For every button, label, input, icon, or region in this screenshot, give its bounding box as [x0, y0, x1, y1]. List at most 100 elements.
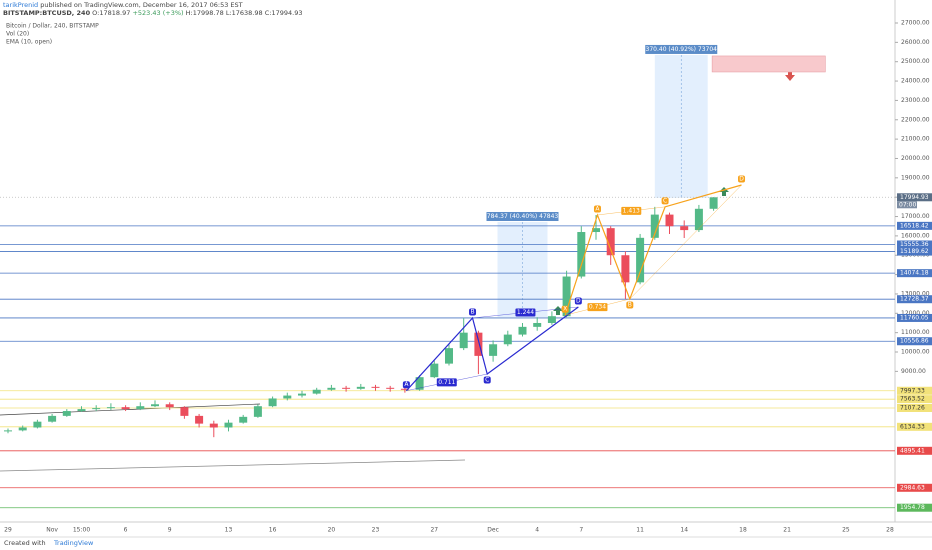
level-label: 7563.52 — [900, 396, 925, 403]
level-label-bg — [897, 446, 932, 455]
candle-body — [386, 387, 395, 389]
pattern-point-bg — [593, 205, 601, 213]
indicator: Vol (20) — [6, 31, 29, 38]
level-label-bg — [897, 295, 932, 304]
candle-body — [312, 389, 321, 394]
x-tick-label: Nov — [46, 527, 58, 534]
ohlc-low: L:17638.98 — [226, 9, 263, 17]
level-label-bg — [897, 395, 932, 404]
header-line: tarikPrenid published on TradingView.com… — [3, 1, 243, 9]
level-label: 6134.33 — [900, 423, 925, 430]
candle-body — [239, 416, 248, 423]
candle-body — [606, 228, 615, 256]
candle-body — [503, 334, 512, 345]
candle-body — [180, 407, 189, 416]
level-label-bg — [897, 503, 932, 512]
candle-body — [165, 404, 174, 408]
x-tick-label: 13 — [225, 527, 233, 534]
candle-body — [415, 377, 424, 390]
candle-body — [636, 237, 645, 283]
y-tick-label: 23000.00 — [901, 97, 930, 104]
zone — [711, 55, 826, 73]
level-label-bg — [897, 483, 932, 492]
pattern-link — [629, 184, 742, 300]
footer-brand: TradingView — [53, 539, 94, 547]
measure-label: 7370.40 (40.92%) 737040 — [642, 46, 721, 53]
candle-body — [445, 348, 453, 364]
x-tick-label: Dec — [487, 527, 499, 534]
ratio-label: 0.734 — [589, 304, 606, 311]
candle-body — [195, 415, 204, 424]
pattern-point-label: C — [663, 197, 667, 204]
y-tick-label: 12000.00 — [901, 310, 930, 317]
ratio-label: 1.413 — [623, 207, 640, 214]
y-tick-label: 21000.00 — [901, 136, 930, 143]
level-label: 10556.86 — [900, 338, 929, 345]
pattern-point-bg — [661, 197, 669, 205]
measure-label-bg — [486, 211, 559, 221]
symbol-line: BITSTAMP:BTCUSD, 240 O:17818.97 +523.43 … — [3, 9, 302, 17]
measure-label-bg — [645, 44, 718, 54]
candle-body — [283, 395, 292, 399]
candle-body — [650, 214, 659, 238]
y-tick-label: 16000.00 — [901, 232, 930, 239]
candle-body — [547, 316, 556, 323]
y-tick-label: 10000.00 — [901, 349, 930, 356]
level-label: 11760.05 — [900, 314, 929, 321]
level-label-bg — [897, 422, 932, 431]
pattern-point-bg — [561, 305, 569, 313]
level-label: 4895.41 — [900, 447, 925, 454]
trend-line — [0, 403, 261, 416]
candle-body — [533, 322, 542, 327]
x-tick-label: 4 — [535, 527, 539, 534]
level-label-bg — [897, 269, 932, 278]
y-tick-label: 17000.00 — [901, 213, 930, 220]
y-tick-label: 25000.00 — [901, 58, 930, 65]
ratio-bg — [621, 206, 642, 215]
pattern-point-label: D — [576, 298, 581, 305]
candle-body — [33, 421, 42, 428]
level-label: 14074.18 — [900, 270, 929, 277]
candle-body — [77, 409, 86, 412]
indicator: EMA (10, open) — [6, 39, 52, 46]
arrow-up — [553, 306, 563, 315]
level-label-bg — [897, 313, 932, 322]
current-price-bg — [897, 193, 932, 202]
candle-body — [253, 406, 262, 417]
candle-body — [489, 344, 498, 356]
candle-body — [268, 398, 277, 407]
x-tick-label: 14 — [680, 527, 688, 534]
candle-body — [694, 208, 703, 231]
x-tick-label: 6 — [124, 527, 128, 534]
x-tick-label: 23 — [372, 527, 380, 534]
candle-body — [562, 276, 571, 317]
level-label-bg — [897, 221, 932, 230]
pattern-point-bg — [402, 381, 410, 389]
ohlc-open: O:17818.97 — [92, 9, 130, 17]
level-label: 16518.42 — [900, 222, 929, 229]
x-tick-label: 29 — [4, 527, 12, 534]
x-tick-label: 15:00 — [73, 527, 90, 534]
candle-body — [136, 406, 145, 410]
countdown: 07:00 — [899, 201, 916, 208]
pattern-point-bg — [574, 297, 582, 305]
ratio-bg — [587, 303, 608, 312]
x-tick-label: 9 — [168, 527, 172, 534]
x-tick-label: 28 — [886, 527, 894, 534]
x-tick-label: 16 — [269, 527, 277, 534]
candle-body — [121, 407, 130, 410]
y-tick-label: 11000.00 — [901, 329, 930, 336]
pattern-point-bg — [469, 308, 477, 316]
level-label: 15555.36 — [900, 241, 929, 248]
countdown-bg — [897, 201, 917, 209]
y-tick-label: 13000.00 — [901, 290, 930, 297]
trend-line — [0, 459, 466, 472]
x-tick-label: 20 — [328, 527, 336, 534]
candle-body — [459, 332, 468, 349]
pattern-point-label: C — [485, 377, 489, 384]
level-label: 7107.26 — [900, 404, 925, 411]
candle-body — [518, 326, 527, 335]
measure-label: 4784.37 (40.40%) 478437 — [483, 213, 562, 220]
